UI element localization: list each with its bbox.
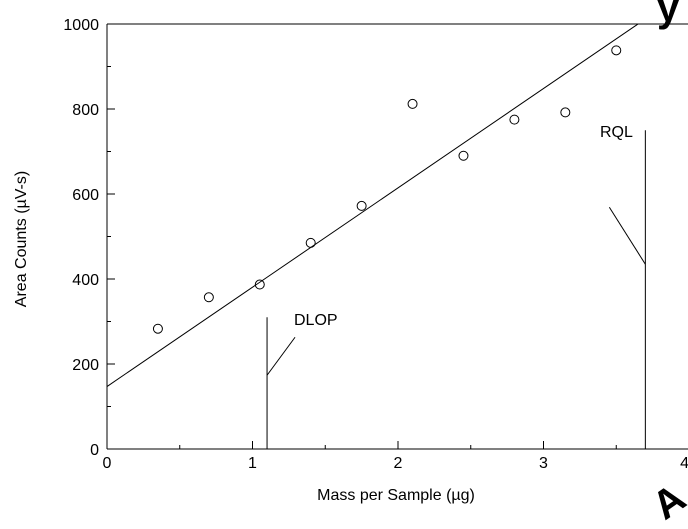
- x-axis-label: Mass per Sample (µg): [317, 487, 475, 504]
- data-point: [560, 107, 571, 118]
- y-axis-label: Area Counts (µV-s): [13, 171, 30, 307]
- leader-line: [608, 206, 646, 265]
- y-tick-label: 400: [72, 272, 99, 289]
- data-point: [356, 200, 367, 211]
- y-tick-label: 800: [72, 102, 99, 119]
- y-tick-label: 600: [72, 187, 99, 204]
- data-point: [458, 150, 469, 161]
- data-point: [509, 114, 520, 125]
- y-tick-label: 0: [90, 442, 99, 459]
- data-point: [407, 98, 418, 109]
- axis-ticks: 0 200 400 600 800 1000 0 1 2 3 4: [63, 17, 688, 472]
- data-points: [152, 45, 622, 334]
- plot-axes: [106, 23, 688, 450]
- data-point: [152, 323, 163, 334]
- watermark-fragment-top: y: [657, 0, 680, 30]
- x-tick-label: 3: [539, 455, 548, 472]
- x-tick-label: 2: [394, 455, 403, 472]
- x-tick-label: 0: [103, 455, 112, 472]
- y-tick-label: 200: [72, 357, 99, 374]
- data-point: [305, 237, 316, 248]
- annotation-label: RQL: [600, 124, 633, 141]
- data-point: [254, 279, 265, 290]
- fit-line: [106, 23, 639, 387]
- y-tick-label: 1000: [63, 17, 99, 34]
- leader-line: [266, 336, 296, 376]
- data-point: [611, 45, 622, 56]
- annotations: DLOP RQL: [266, 124, 646, 449]
- regression-line: [106, 23, 639, 387]
- data-point: [203, 292, 214, 303]
- x-tick-label: 4: [680, 455, 688, 472]
- calibration-chart: 0 200 400 600 800 1000 0 1 2 3 4 DLOP RQL Mass per …: [13, 17, 688, 504]
- annotation-label: DLOP: [294, 312, 338, 329]
- x-tick-label: 1: [248, 455, 257, 472]
